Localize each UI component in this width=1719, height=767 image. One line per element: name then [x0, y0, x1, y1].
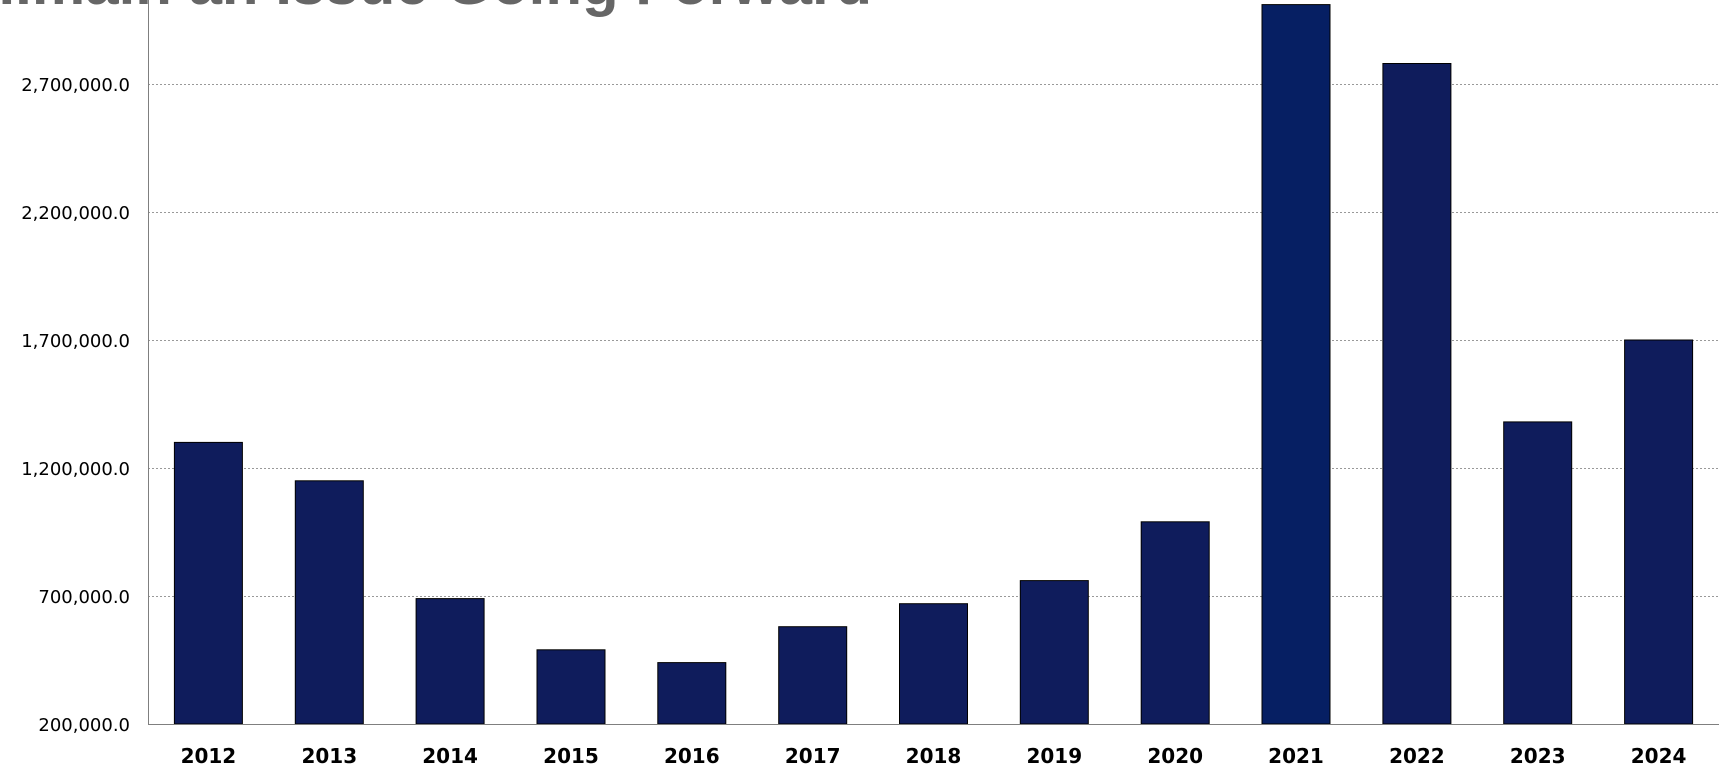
x-tick-label-2020: 2020 — [1147, 744, 1203, 767]
y-tick-label-3: 1,700,000.0 — [21, 331, 130, 352]
x-tick-label-2015: 2015 — [543, 744, 599, 767]
bar-2019 — [1019, 580, 1089, 725]
x-tick-label-2018: 2018 — [906, 744, 962, 767]
x-axis-tick-labels: 2012 2013 2014 2015 2016 2017 2018 2019 2020 2021… — [181, 744, 1687, 767]
bars — [173, 4, 1694, 725]
bar-2017 — [778, 626, 848, 725]
bar-2018 — [899, 603, 968, 725]
bar-2016 — [657, 662, 727, 725]
y-tick-label-2: 1,200,000.0 — [21, 459, 130, 480]
x-tick-label-2016: 2016 — [664, 744, 720, 767]
x-tick-label-2024: 2024 — [1631, 744, 1687, 767]
bar-2023 — [1503, 421, 1573, 725]
bar-2014 — [415, 598, 485, 725]
y-tick-label-5: 2,700,000.0 — [21, 75, 130, 96]
gridlines — [148, 84, 1719, 597]
y-tick-label-1: 700,000.0 — [38, 587, 130, 608]
chart-title: ...main an Issue Going Forward — [0, 0, 872, 17]
x-tick-label-2017: 2017 — [785, 744, 841, 767]
bar-2013 — [294, 480, 364, 725]
bar-2015 — [536, 649, 606, 725]
bar-2022 — [1382, 63, 1452, 725]
axes — [148, 0, 1719, 725]
x-tick-label-2012: 2012 — [181, 744, 237, 767]
y-tick-label-0: 200,000.0 — [38, 715, 130, 736]
x-tick-label-2022: 2022 — [1389, 744, 1445, 767]
y-axis-tick-labels: 200,000.0 700,000.0 1,200,000.0 1,700,000.0… — [21, 75, 130, 736]
x-tick-label-2014: 2014 — [422, 744, 478, 767]
x-tick-label-2013: 2013 — [301, 744, 357, 767]
bar-2021 — [1261, 4, 1331, 725]
bar-2020 — [1140, 521, 1210, 725]
x-tick-label-2019: 2019 — [1026, 744, 1082, 767]
x-tick-label-2023: 2023 — [1510, 744, 1566, 767]
bar-2024 — [1624, 339, 1694, 725]
x-tick-label-2021: 2021 — [1268, 744, 1324, 767]
bar-2012 — [173, 441, 243, 725]
y-tick-label-4: 2,200,000.0 — [21, 203, 130, 224]
